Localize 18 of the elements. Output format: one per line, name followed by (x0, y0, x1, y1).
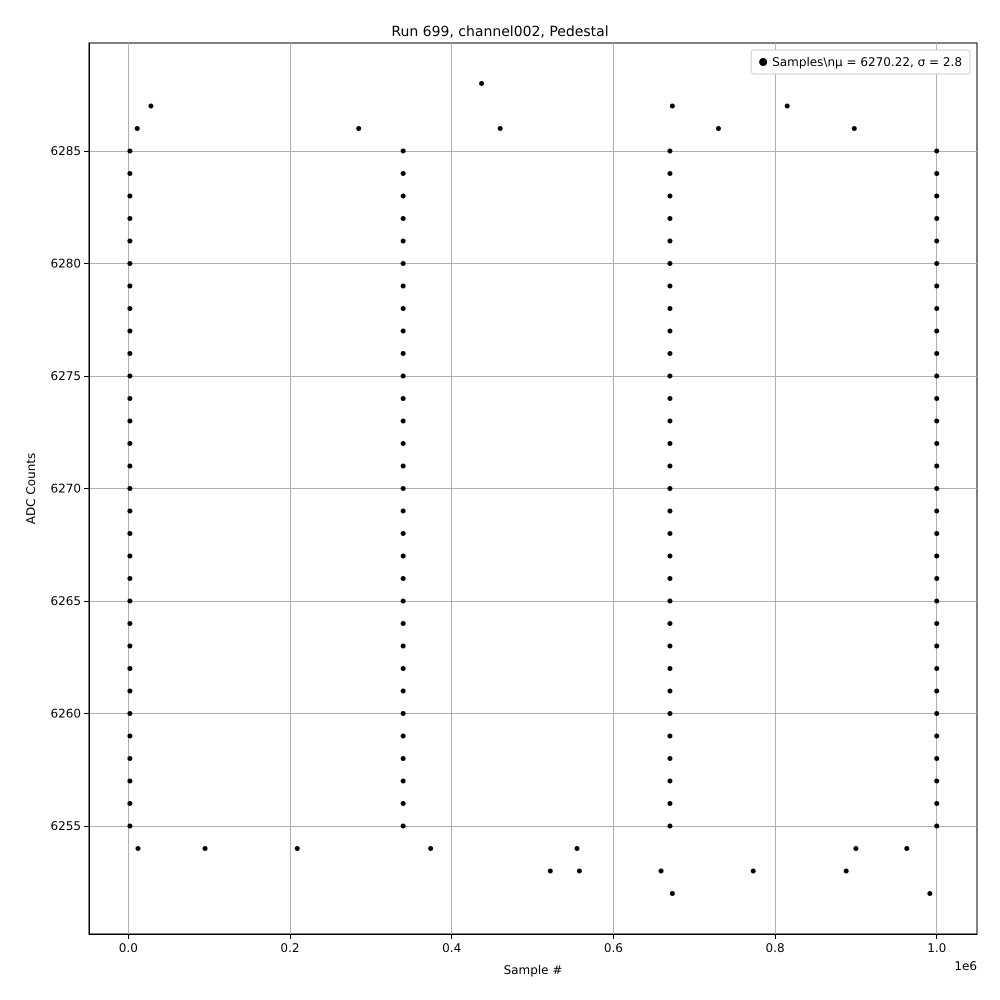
x-tick-label: 0.6 (604, 941, 623, 955)
y-tick-label: 6260 (50, 706, 81, 720)
x-tick-label: 0.8 (766, 941, 785, 955)
x-tick-label: 0.2 (280, 941, 300, 955)
y-tick-label: 6270 (50, 482, 81, 496)
y-tick-label: 6255 (50, 819, 81, 833)
y-tick-label: 6285 (50, 144, 81, 158)
x-tick-label: 0.4 (442, 941, 462, 955)
x-axis-title: Sample # (504, 963, 562, 977)
chart-title: Run 699, channel002, Pedestal (391, 24, 609, 40)
x-tick-label: 0.0 (118, 941, 138, 955)
y-tick-label: 6280 (50, 256, 81, 270)
text: 1e6 (954, 959, 978, 973)
x-tick-label: 1.0 (927, 941, 946, 955)
y-tick-label: 6275 (50, 369, 81, 383)
y-tick-label: 6265 (50, 594, 81, 608)
y-axis-title: ADC Counts (24, 452, 38, 524)
legend-label: Samples\nμ = 6270.22, σ = 2.8 (772, 55, 962, 69)
